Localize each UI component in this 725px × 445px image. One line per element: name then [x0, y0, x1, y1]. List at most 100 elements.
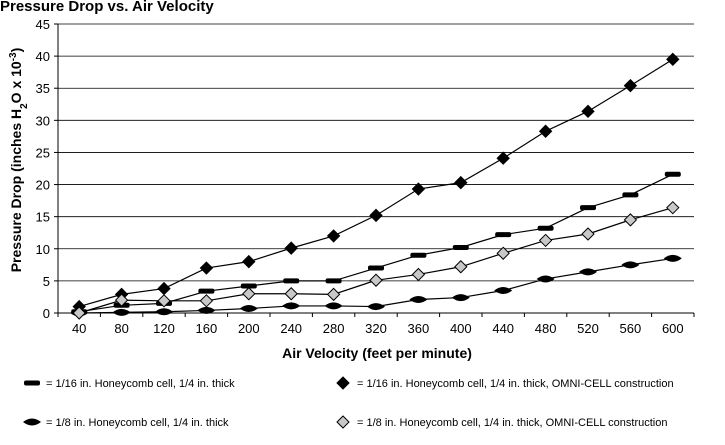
x-tick-label: 440 [492, 321, 514, 336]
y-title-part: Pressure Drop (inches H [8, 109, 24, 272]
data-point [199, 261, 214, 275]
data-point [283, 278, 300, 284]
y-tick-label: 40 [36, 49, 50, 64]
x-tick-label: 600 [662, 321, 684, 336]
data-point [451, 294, 470, 302]
data-point [242, 254, 256, 269]
x-tick-label: 160 [196, 321, 218, 336]
legend-label: = 1/8 in. Honeycomb cell, 1/4 in. thick,… [357, 417, 667, 429]
data-point [282, 302, 301, 310]
data-point [155, 308, 173, 316]
data-point [581, 227, 595, 241]
y-tick-label: 35 [36, 81, 50, 96]
legend-marker-s4 [336, 415, 350, 429]
data-point [496, 246, 510, 260]
data-point [367, 303, 385, 311]
data-point [239, 305, 258, 313]
legend-item-s1: = 1/16 in. Honeycomb cell, 1/4 in. thick [24, 378, 235, 390]
y-tick-label: 25 [36, 145, 50, 160]
data-point [157, 281, 171, 296]
data-point [621, 261, 640, 269]
data-point [368, 265, 384, 271]
x-tick-label: 400 [450, 321, 472, 336]
y-tick-label: 30 [36, 113, 50, 128]
x-tick-label: 200 [238, 321, 260, 336]
data-point [495, 232, 512, 238]
data-point [284, 287, 298, 301]
series-line-s4 [79, 207, 673, 314]
x-tick-label: 240 [280, 321, 302, 336]
x-tick-label: 120 [153, 321, 175, 336]
legend-item-s3: = 1/8 in. Honeycomb cell, 1/4 in. thick [23, 417, 229, 429]
data-point [538, 124, 553, 138]
data-point [452, 244, 469, 250]
data-point [369, 208, 383, 223]
data-point [454, 175, 468, 190]
x-tick-label: 320 [365, 321, 387, 336]
legend-item-s2: = 1/16 in. Honeycomb cell, 1/4 in. thick… [336, 376, 674, 390]
data-point [199, 294, 214, 308]
y-title-superscript: -3 [8, 52, 19, 61]
x-tick-label: 480 [535, 321, 557, 336]
data-point [496, 151, 510, 165]
data-point [240, 283, 257, 289]
data-point [663, 254, 682, 262]
data-point [284, 241, 298, 255]
data-point [664, 171, 681, 177]
series-s3 [70, 254, 682, 317]
data-point [454, 260, 468, 274]
x-tick-label: 520 [577, 321, 599, 336]
data-point [411, 267, 426, 282]
data-point [622, 192, 639, 198]
y-axis-title: Pressure Drop (inches H2O x 10-3) [8, 48, 30, 273]
legend: = 1/16 in. Honeycomb cell, 1/4 in. thick… [23, 376, 674, 429]
y-tick-label: 0 [43, 306, 50, 321]
data-point [579, 268, 597, 276]
data-point [242, 287, 256, 301]
data-point [409, 296, 428, 304]
data-point [666, 200, 680, 215]
gridlines [58, 23, 694, 282]
y-tick-label: 45 [36, 17, 50, 32]
y-tick-labels: 0 5 10 15 20 25 30 35 40 45 [36, 17, 58, 321]
legend-marker-s2 [336, 376, 350, 390]
legend-marker-s1 [24, 380, 40, 386]
y-title-part: O x 10 [8, 61, 24, 103]
legend-marker-s3 [23, 418, 41, 426]
y-tick-label: 15 [36, 210, 50, 225]
data-point [325, 278, 342, 284]
y-title-subscript: 2 [19, 103, 30, 109]
y-tick-label: 5 [43, 274, 50, 289]
data-point [410, 252, 427, 258]
y-tick-label: 20 [36, 178, 50, 193]
x-tick-label: 360 [408, 321, 430, 336]
series-group [70, 52, 682, 320]
figure-title: Pressure Drop vs. Air Velocity [0, 0, 214, 15]
data-point [72, 306, 86, 320]
data-point [666, 52, 680, 67]
data-point [580, 205, 596, 211]
data-point [198, 288, 215, 294]
data-point [326, 229, 341, 243]
x-tick-labels: 40 80 120 160 200 240 280 320 360 400 440 480 520 560… [57, 313, 695, 336]
legend-item-s4: = 1/8 in. Honeycomb cell, 1/4 in. thick,… [336, 415, 667, 429]
data-point [537, 225, 554, 231]
data-point [623, 78, 638, 93]
data-point [112, 308, 131, 316]
x-tick-label: 80 [114, 321, 128, 336]
x-tick-label: 40 [72, 321, 86, 336]
data-point [326, 287, 341, 302]
data-point [623, 213, 638, 227]
x-tick-label: 560 [620, 321, 642, 336]
data-point [411, 182, 426, 196]
x-tick-label: 280 [323, 321, 345, 336]
data-point [581, 104, 595, 119]
data-point [324, 302, 343, 310]
data-point [369, 273, 383, 287]
y-tick-label: 10 [36, 242, 50, 257]
series-s4 [72, 200, 680, 320]
data-point [536, 275, 555, 283]
data-point [197, 306, 216, 314]
legend-label: = 1/16 in. Honeycomb cell, 1/4 in. thick… [357, 378, 674, 390]
